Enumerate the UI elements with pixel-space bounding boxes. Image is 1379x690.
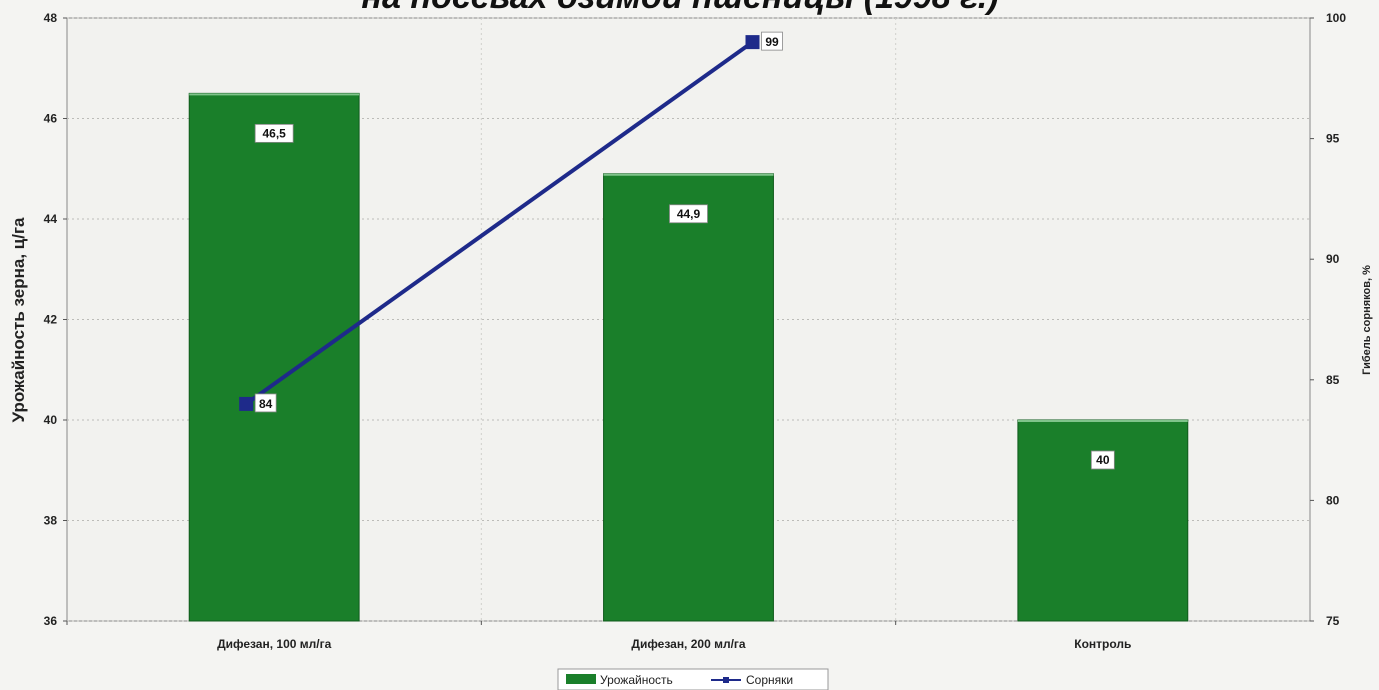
y2-tick-label: 80 — [1326, 493, 1340, 507]
legend-label-bar: Урожайность — [600, 673, 673, 687]
series-line — [245, 40, 754, 406]
line-value-label: 84 — [254, 393, 277, 413]
x-tick-label: Дифезан, 200 мл/га — [631, 637, 746, 651]
y-tick-label: 46 — [44, 112, 58, 126]
line-value-label-text: 84 — [259, 397, 273, 411]
bar-value-label-text: 46,5 — [262, 126, 286, 140]
y-axis: 36 38 40 42 44 46 48 — [44, 11, 67, 628]
data-labels: 46,5 44,9 40 84 99 — [254, 31, 1115, 470]
y-tick-label: 40 — [44, 413, 58, 427]
bar-value-label-text: 44,9 — [677, 207, 701, 221]
line-value-label-box — [761, 31, 783, 51]
y2-tick-label: 90 — [1326, 252, 1340, 266]
legend-marker — [723, 677, 729, 683]
bar — [188, 92, 360, 622]
y2-tick-label: 100 — [1326, 11, 1346, 25]
y-tick-label: 38 — [44, 514, 58, 528]
bar-value-label-text: 40 — [1096, 453, 1110, 467]
y-tick-label: 42 — [44, 313, 58, 327]
bar-value-label-box — [254, 123, 294, 143]
y-axis-label: Урожайность зерна, ц/га — [9, 217, 28, 423]
x-tick-label: Дифезан, 100 мл/га — [217, 637, 332, 651]
y2-tick-label: 85 — [1326, 373, 1340, 387]
bar-value-label-box — [1090, 450, 1115, 470]
bar-value-label: 40 — [1090, 450, 1115, 470]
chart-title: на посевах озимой пшеницы (1998 г.) — [361, 0, 998, 16]
y2-axis: 75 80 85 90 95 100 — [1310, 11, 1346, 628]
y-tick-label: 36 — [44, 614, 58, 628]
line-value-label: 99 — [761, 31, 783, 51]
bar-value-label: 44,9 — [669, 204, 708, 224]
x-axis: Дифезан, 100 мл/га Дифезан, 200 мл/га Конт… — [66, 621, 1131, 651]
legend-label-line: Сорняки — [746, 673, 793, 687]
series-marker — [745, 35, 760, 50]
legend-box — [557, 668, 829, 690]
bar-value-label: 46,5 — [254, 123, 294, 143]
y2-tick-label: 75 — [1326, 614, 1340, 628]
x-tick-label: Контроль — [1074, 637, 1131, 651]
line-value-label-text: 99 — [765, 35, 779, 49]
bar-value-label-box — [669, 204, 708, 224]
legend: Урожайность Сорняки — [557, 668, 829, 690]
bar — [1017, 419, 1189, 622]
legend-swatch-bar — [566, 674, 596, 684]
y-tick-label: 44 — [44, 212, 58, 226]
line-value-label-box — [254, 393, 277, 413]
y2-tick-label: 95 — [1326, 132, 1340, 146]
bars — [188, 92, 1189, 622]
weed-line — [239, 35, 760, 411]
bar — [603, 173, 774, 622]
y-tick-label: 48 — [44, 11, 58, 25]
y2-axis-label: Гибель сорняков, % — [1361, 265, 1373, 375]
series-marker — [239, 396, 254, 411]
